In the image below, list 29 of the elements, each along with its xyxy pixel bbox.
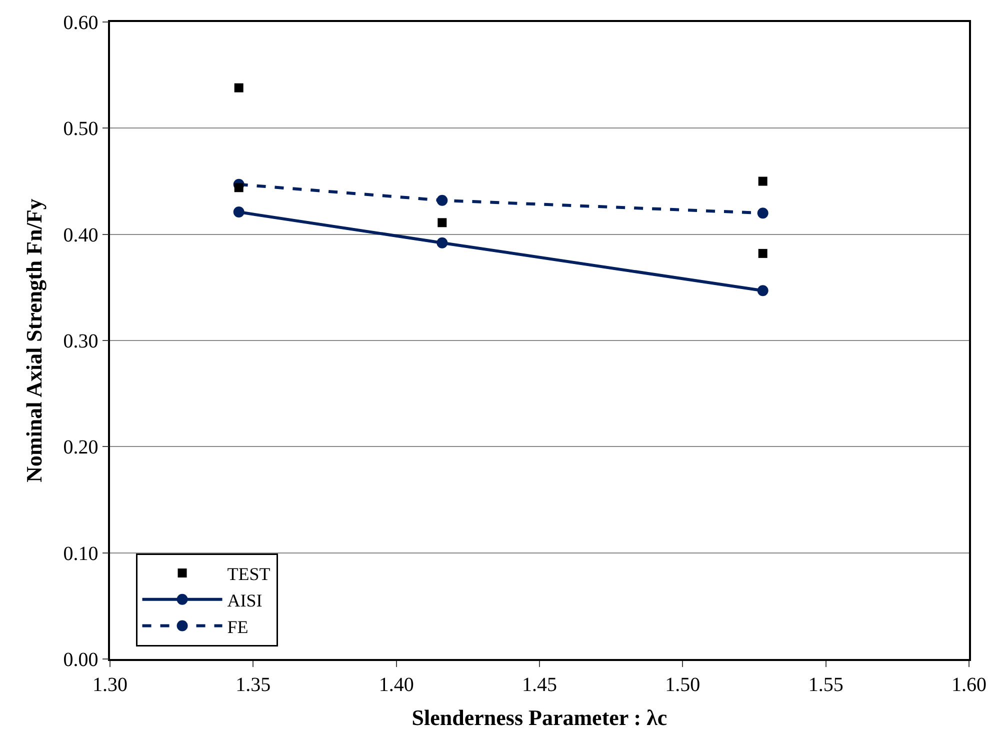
x-tick-label: 1.40 (378, 674, 414, 696)
y-tick-label: 0.00 (63, 649, 98, 671)
point (234, 183, 244, 192)
point (438, 218, 447, 228)
point (758, 248, 768, 258)
point (758, 176, 768, 186)
point (234, 83, 244, 92)
y-tick-label: 0.40 (63, 224, 98, 246)
point (436, 237, 448, 248)
point (757, 208, 768, 219)
y-axis-title: Nominal Axial Strength Fn/Fy (22, 198, 47, 482)
legend-label: TEST (227, 564, 270, 584)
x-axis-title: Slenderness Parameter : λc (412, 705, 668, 730)
point (436, 194, 448, 206)
y-tick-label: 0.50 (63, 118, 98, 140)
point (757, 285, 768, 296)
x-tick-label: 1.55 (808, 674, 844, 696)
y-tick-label: 0.30 (63, 330, 98, 352)
y-tick-label: 0.60 (63, 12, 98, 34)
y-tick-label: 0.10 (63, 542, 98, 565)
point (233, 206, 244, 218)
x-tick-label: 1.30 (92, 674, 128, 696)
x-tick-label: 1.50 (665, 674, 700, 696)
x-tick-label: 1.45 (522, 674, 557, 696)
legend-label: FE (227, 616, 248, 637)
legend-label: AISI (227, 590, 262, 610)
x-tick-label: 1.60 (952, 674, 986, 696)
y-tick-label: 0.20 (63, 436, 98, 459)
x-tick-label: 1.35 (236, 674, 271, 696)
